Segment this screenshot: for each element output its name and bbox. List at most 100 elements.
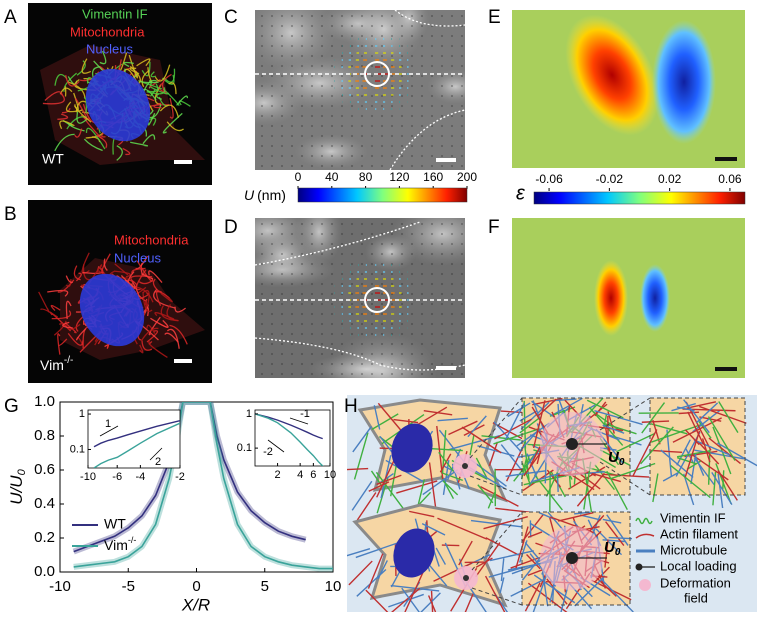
grid-dot [301, 253, 302, 254]
grid-dot [401, 373, 402, 374]
grid-dot [371, 333, 372, 334]
grid-dot [431, 293, 432, 294]
grid-dot [371, 125, 372, 126]
grid-dot [421, 35, 422, 36]
grid-dot [291, 105, 292, 106]
grid-dot [331, 85, 332, 86]
colorbar-label: ε [516, 182, 526, 204]
grid-dot [321, 233, 322, 234]
grid-dot [281, 283, 282, 284]
grid-dot [261, 75, 262, 76]
slope-label: -2 [263, 446, 273, 458]
grid-dot [341, 273, 342, 274]
grid-dot [311, 65, 312, 66]
grid-dot [451, 263, 452, 264]
grid-dot [371, 313, 372, 314]
grid-dot [421, 25, 422, 26]
grid-dot [341, 75, 342, 76]
grid-dot [281, 125, 282, 126]
grid-dot [311, 105, 312, 106]
grid-dot [301, 353, 302, 354]
grid-dot [311, 243, 312, 244]
grid-dot [411, 343, 412, 344]
grid-dot [271, 65, 272, 66]
strain-neg [640, 264, 670, 332]
grid-dot [381, 165, 382, 166]
grid-dot [461, 343, 462, 344]
grid-dot [261, 105, 262, 106]
inset-y-tick-label: 1 [246, 408, 252, 420]
colorbar-tick-label: -0.06 [535, 172, 563, 186]
grid-dot [271, 25, 272, 26]
grid-dot [411, 373, 412, 374]
grid-dot [261, 55, 262, 56]
scale-bar [174, 160, 192, 164]
grid-dot [441, 263, 442, 264]
grid-dot [371, 323, 372, 324]
grid-dot [341, 115, 342, 116]
grid-dot [451, 293, 452, 294]
colorbar-tick-label: 40 [325, 170, 339, 184]
grid-dot [261, 293, 262, 294]
grid-dot [441, 135, 442, 136]
legend-label: Deformation [660, 575, 731, 590]
grid-dot [371, 55, 372, 56]
x-tick-label: 0 [192, 578, 200, 595]
grid-dot [441, 293, 442, 294]
grid-dot [291, 15, 292, 16]
grid-dot [401, 233, 402, 234]
grid-dot [411, 125, 412, 126]
grid-dot [421, 323, 422, 324]
grid-dot [321, 155, 322, 156]
grid-dot [321, 45, 322, 46]
grid-dot [461, 145, 462, 146]
cell-label-sup: -/- [64, 355, 73, 366]
panel-label: D [224, 217, 238, 238]
grid-dot [321, 293, 322, 294]
grid-dot [301, 145, 302, 146]
scale-bar [174, 359, 192, 363]
grid-dot [311, 373, 312, 374]
grid-dot [371, 95, 372, 96]
panel-label: A [4, 7, 17, 28]
colorbar-tick-label: 0.02 [658, 172, 682, 186]
grid-dot [291, 293, 292, 294]
grid-dot [401, 95, 402, 96]
grid-dot [361, 155, 362, 156]
grid-dot [401, 155, 402, 156]
grid-dot [391, 243, 392, 244]
grid-dot [411, 85, 412, 86]
grid-dot [341, 263, 342, 264]
inset-x-tick-label: 10 [324, 469, 336, 481]
grid-dot [401, 313, 402, 314]
slope-label: 2 [155, 456, 161, 468]
grid-dot [321, 125, 322, 126]
grid-dot [351, 35, 352, 36]
grid-dot [441, 273, 442, 274]
grid-dot [321, 165, 322, 166]
grid-dot [391, 115, 392, 116]
grid-dot [381, 55, 382, 56]
grid-dot [361, 105, 362, 106]
grid-dot [411, 105, 412, 106]
grid-dot [261, 65, 262, 66]
grid-dot [321, 85, 322, 86]
grid-dot [441, 303, 442, 304]
grid-dot [411, 75, 412, 76]
grid-dot [411, 353, 412, 354]
grid-dot [261, 15, 262, 16]
grid-dot [461, 65, 462, 66]
grid-dot [431, 75, 432, 76]
inset-x-tick-label: 4 [297, 469, 303, 481]
grid-dot [441, 105, 442, 106]
grid-dot [461, 105, 462, 106]
grid-dot [411, 323, 412, 324]
grid-dot [331, 115, 332, 116]
grid-dot [381, 95, 382, 96]
grid-dot [421, 145, 422, 146]
grid-dot [271, 373, 272, 374]
grid-dot [331, 25, 332, 26]
grid-dot [421, 233, 422, 234]
grid-dot [411, 313, 412, 314]
grid-dot [371, 233, 372, 234]
